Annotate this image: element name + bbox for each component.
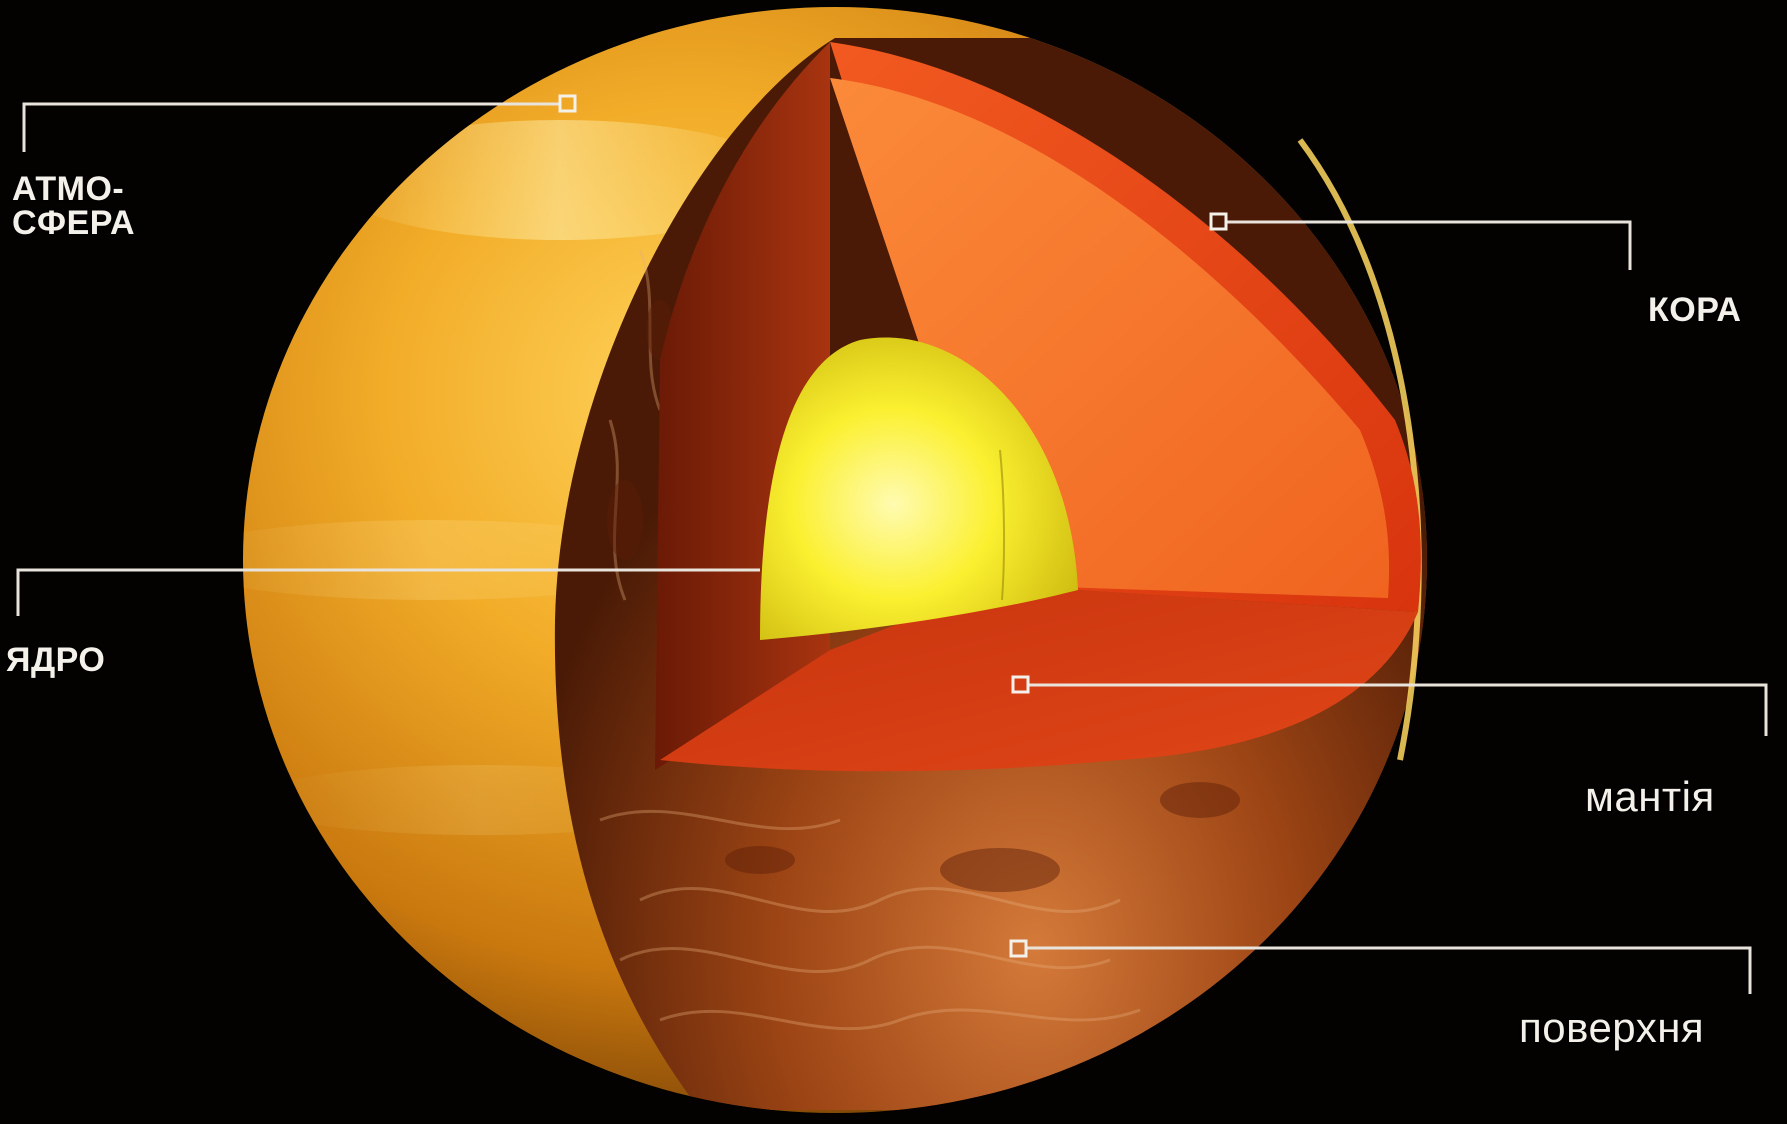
crust-leader-line	[1226, 220, 1632, 270]
atmosphere-bands	[243, 120, 790, 835]
crust-marker	[1209, 212, 1228, 231]
surface-leader-line	[1026, 946, 1752, 994]
core-leader-line	[16, 568, 760, 616]
atmosphere-label-line2: СФЕРА	[12, 204, 135, 242]
mantle-marker	[1011, 675, 1030, 694]
leader-lines	[16, 102, 1768, 994]
surface-texture	[599, 249, 1141, 1031]
core-layer	[760, 337, 1078, 640]
atmosphere-label: АТМО- СФЕРА	[12, 172, 135, 240]
planet-rim-highlight	[1297, 138, 1422, 761]
core-label: ЯДРО	[6, 641, 106, 679]
atmosphere-marker	[558, 94, 577, 113]
atmosphere-label-line1: АТМО-	[12, 170, 125, 208]
mantle-leader-line	[1028, 683, 1768, 736]
mantle-label: мантія	[1585, 773, 1715, 820]
crust-label: КОРА	[1648, 291, 1742, 329]
surface-label: поверхня	[1519, 1004, 1705, 1051]
cut-floor	[660, 585, 1418, 772]
atmosphere-leader-line	[22, 102, 560, 152]
surface-marker	[1009, 939, 1028, 958]
